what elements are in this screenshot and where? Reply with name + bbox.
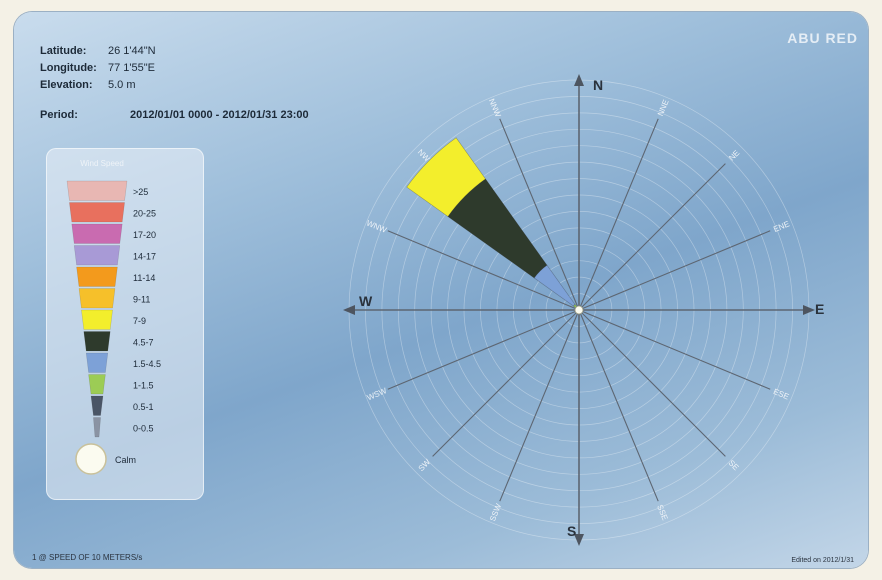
period-row: Period: 2012/01/01 0000 - 2012/01/31 23:… bbox=[40, 106, 309, 123]
rose-dir-label-NE: NE bbox=[727, 148, 741, 162]
latitude-value: 26 1'44"N bbox=[108, 44, 156, 57]
rose-dir-label-SW: SW bbox=[417, 457, 433, 473]
legend-label-8: 1.5-4.5 bbox=[133, 359, 161, 369]
rose-spoke-SE bbox=[578, 309, 726, 457]
brand-logo-text: ABU RED bbox=[787, 30, 858, 46]
rose-spoke-SSW bbox=[499, 309, 580, 502]
rose-spoke-NNE bbox=[578, 118, 659, 311]
rose-cardinal-N: N bbox=[593, 77, 603, 93]
legend-label-11: 0-0.5 bbox=[133, 424, 154, 434]
station-info: Latitude: 26 1'44"N Longitude: 77 1'55"E… bbox=[40, 42, 309, 123]
legend-swatch-6 bbox=[81, 309, 113, 330]
latitude-label: Latitude: bbox=[40, 44, 87, 57]
rose-cardinal-W: W bbox=[359, 293, 373, 309]
rose-spoke-SSE bbox=[578, 309, 659, 502]
rose-spoke-NNW bbox=[499, 118, 580, 311]
rose-dir-label-NNE: NNE bbox=[656, 98, 671, 117]
legend-swatch-0 bbox=[66, 180, 128, 201]
rose-spoke-ESE bbox=[578, 309, 771, 390]
wind-rose-card: ABU RED Latitude: 26 1'44"N Longitude: 7… bbox=[14, 12, 868, 568]
rose-spoke-ENE bbox=[578, 230, 771, 311]
legend-swatch-1 bbox=[69, 202, 125, 223]
legend-label-0: >25 bbox=[133, 187, 148, 197]
rose-arrow-S bbox=[574, 534, 584, 546]
legend-title: Wind Speed bbox=[80, 159, 124, 168]
legend-panel: Wind Speed >25 20-25 17-20 14-17 11-14 9-11 7-… bbox=[46, 148, 204, 500]
legend-label-5: 9-11 bbox=[133, 295, 150, 305]
rose-dir-label-SE: SE bbox=[727, 458, 741, 472]
legend-calm-label: Calm bbox=[115, 455, 136, 465]
rose-spoke-SW bbox=[432, 309, 580, 457]
legend-swatch-5 bbox=[78, 288, 116, 309]
longitude-value: 77 1'55"E bbox=[108, 61, 155, 74]
period-value: 2012/01/01 0000 - 2012/01/31 23:00 bbox=[130, 108, 309, 121]
legend-label-7: 4.5-7 bbox=[133, 338, 154, 348]
rose-dir-label-ESE: ESE bbox=[772, 387, 790, 401]
rose-dir-label-ENE: ENE bbox=[772, 219, 791, 234]
legend-swatch-8 bbox=[85, 352, 109, 373]
legend-label-10: 0.5-1 bbox=[133, 402, 154, 412]
rose-cardinal-S: S bbox=[567, 523, 576, 539]
period-label: Period: bbox=[40, 108, 78, 121]
legend-swatch-7 bbox=[83, 331, 111, 352]
legend-label-4: 11-14 bbox=[133, 273, 155, 283]
legend-swatch-4 bbox=[76, 266, 118, 287]
legend-calm-swatch bbox=[75, 443, 107, 475]
elevation-row: Elevation: 5.0 m bbox=[40, 76, 309, 93]
legend-label-1: 20-25 bbox=[133, 209, 156, 219]
legend-label-3: 14-17 bbox=[133, 252, 156, 262]
rose-spoke-WNW bbox=[387, 230, 580, 311]
footer-date: Edited on 2012/1/31 bbox=[791, 557, 854, 564]
rose-spoke-NE bbox=[578, 163, 726, 311]
rose-arrow-E bbox=[803, 305, 815, 315]
rose-arrow-N bbox=[574, 74, 584, 86]
rose-spoke-WSW bbox=[387, 309, 580, 390]
rose-cardinal-E: E bbox=[815, 301, 824, 317]
elevation-value: 5.0 m bbox=[108, 78, 136, 91]
legend-label-2: 17-20 bbox=[133, 230, 156, 240]
rose-dir-label-SSE: SSE bbox=[655, 503, 669, 521]
legend-swatch-2 bbox=[71, 223, 123, 244]
legend-graphic: >25 20-25 17-20 14-17 11-14 9-11 7-9 4.5-7 1.5-4… bbox=[66, 180, 161, 475]
legend-swatch-10 bbox=[90, 395, 104, 416]
longitude-label: Longitude: bbox=[40, 61, 97, 74]
rose-sector-NW-7-9 bbox=[406, 137, 486, 217]
footer-note: 1 @ SPEED OF 10 METERS/s bbox=[32, 553, 143, 562]
rose-dir-label-NNW: NNW bbox=[487, 97, 503, 119]
rose-calm-center bbox=[574, 305, 584, 315]
rose-arrow-W bbox=[343, 305, 355, 315]
legend-swatch-9 bbox=[88, 374, 106, 395]
legend-swatch-11 bbox=[93, 417, 101, 438]
longitude-row: Longitude: 77 1'55"E bbox=[40, 59, 309, 76]
elevation-label: Elevation: bbox=[40, 78, 93, 91]
legend-label-6: 7-9 bbox=[133, 316, 146, 326]
legend-swatch-3 bbox=[73, 245, 121, 266]
latitude-row: Latitude: 26 1'44"N bbox=[40, 42, 309, 59]
rose-dir-label-SSW: SSW bbox=[488, 502, 503, 523]
legend-label-9: 1-1.5 bbox=[133, 381, 154, 391]
